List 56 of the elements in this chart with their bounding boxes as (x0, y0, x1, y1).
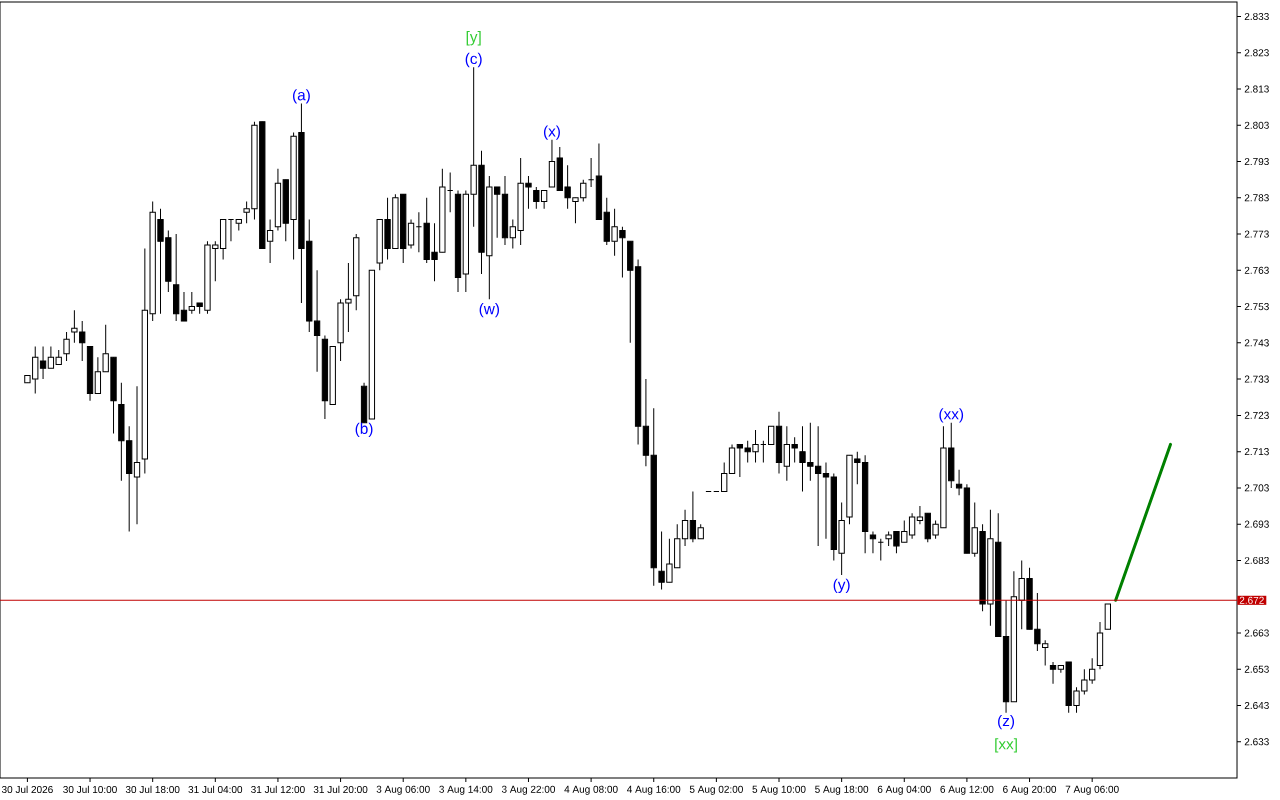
x-tick-label: 31 Jul 12:00 (251, 785, 305, 794)
y-tick-label: 2.663 (1244, 629, 1269, 637)
candlestick (133, 385, 141, 525)
x-tick-label: 3 Aug 14:00 (439, 785, 493, 795)
x-tick-label: 5 Aug 02:00 (689, 785, 743, 795)
annotation: [y] (466, 31, 481, 46)
x-tick-label: 3 Aug 06:00 (376, 785, 430, 795)
x-tick-label: 3 Aug 22:00 (501, 785, 556, 795)
x-tick-label: 6 Aug 20:00 (1003, 785, 1057, 795)
y-tick-label: 2.823 (1244, 49, 1269, 57)
annotation: (x) (543, 125, 560, 140)
x-tick-label: 31 Jul 04:00 (188, 785, 243, 794)
x-tick-label: 6 Aug 12:00 (940, 785, 994, 795)
x-tick-label: 30 Jul 18:00 (125, 785, 180, 794)
y-tick-label: 2.763 (1244, 266, 1269, 274)
y-tick-label: 2.783 (1244, 194, 1269, 202)
y-tick-label: 2.653 (1244, 665, 1269, 673)
annotation: (c) (465, 52, 482, 68)
annotation: (y) (833, 578, 850, 593)
x-tick-label: 4 Aug 08:00 (564, 785, 618, 795)
y-tick-label: 2.703 (1244, 484, 1269, 492)
y-tick-label: 2.743 (1244, 339, 1269, 347)
x-tick-label: 30 Jul 10:00 (63, 785, 117, 794)
candlestick (1049, 661, 1057, 685)
candlestick (63, 331, 70, 362)
y-tick-label: 2.683 (1244, 556, 1269, 564)
annotation: (z) (998, 715, 1015, 730)
x-tick-label: 5 Aug 10:00 (752, 785, 806, 795)
x-tick-label: 7 Aug 06:00 (1065, 785, 1119, 795)
candlestick (869, 530, 877, 554)
x-tick-label: 5 Aug 18:00 (815, 785, 869, 795)
y-tick-label: 2.813 (1244, 85, 1269, 93)
y-tick-label: 2.723 (1244, 411, 1269, 419)
annotation: (a) (293, 89, 310, 104)
y-tick-label: 2.773 (1244, 230, 1269, 238)
x-tick-label: 6 Aug 04:00 (877, 785, 931, 795)
candlestick (180, 291, 188, 322)
y-tick-label: 2.803 (1244, 121, 1269, 129)
y-tick-label: 2.733 (1244, 375, 1269, 383)
x-tick-label: 4 Aug 16:00 (627, 785, 681, 795)
annotation: (b) (355, 422, 373, 438)
candlestick (955, 469, 963, 496)
annotation: (w) (479, 303, 500, 318)
candlestick (768, 425, 775, 445)
x-tick-label: 30 Jul 2026 (1, 785, 53, 794)
y-tick-label: 2.753 (1244, 303, 1269, 311)
ref-line-label: 2.672 (1239, 596, 1264, 604)
x-tick-label: 31 Jul 20:00 (313, 785, 368, 794)
annotation: (xx) (939, 408, 964, 423)
y-tick-label: 2.643 (1244, 701, 1269, 710)
y-tick-label: 2.693 (1244, 520, 1269, 528)
y-tick-label: 2.713 (1244, 448, 1269, 456)
annotation: [xx] (995, 738, 1017, 753)
y-tick-label: 2.793 (1244, 158, 1269, 166)
y-tick-label: 2.633 (1244, 738, 1269, 746)
y-tick-label: 2.833 (1244, 12, 1269, 21)
